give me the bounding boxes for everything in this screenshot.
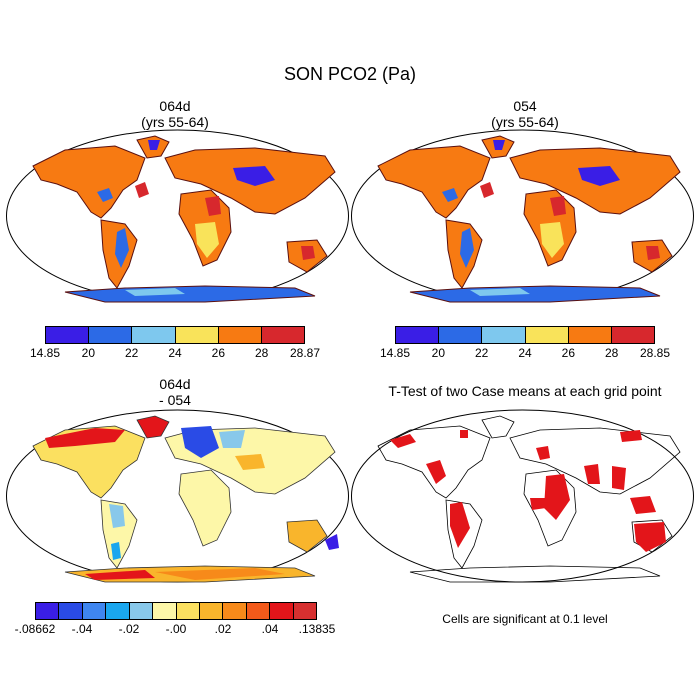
colorbar-swatch: [396, 327, 440, 343]
colorbar-tick-label: -.00: [165, 622, 187, 636]
colorbar-tick-label: 20: [81, 346, 96, 360]
regional-highlights-case1: [97, 140, 315, 296]
colorbar-swatch: [175, 327, 219, 343]
panel-title-diff-line2: - 054: [159, 392, 191, 408]
colorbar-tick-label: 28: [254, 346, 269, 360]
colorbar-tick-label: 28: [604, 346, 619, 360]
panel-title-case2: 054 (yrs 55-64): [430, 98, 620, 130]
panel-title-case1-line2: (yrs 55-64): [141, 114, 209, 130]
colorbar-tick-label: 14.85: [379, 346, 411, 360]
colorbar-swatch: [176, 603, 200, 619]
colorbar-diff: [35, 602, 317, 620]
colorbar-tick-label: .04: [261, 622, 279, 636]
colorbar-swatch: [129, 603, 154, 619]
colorbar-tick-label: -.08662: [14, 622, 56, 636]
panel-title-case2-line1: 054: [513, 98, 537, 114]
colorbar-swatch: [293, 603, 317, 619]
panel-title-case1: 064d (yrs 55-64): [80, 98, 270, 130]
colorbar-case2: [395, 326, 655, 344]
colorbar-swatch: [223, 603, 247, 619]
colorbar-swatch: [218, 327, 262, 343]
colorbar-tick-label: 26: [211, 346, 226, 360]
colorbar-tick-label: 28.85: [639, 346, 671, 360]
colorbar-tick-label: 24: [168, 346, 182, 360]
colorbar-swatch: [132, 327, 176, 343]
panel-title-case2-line2: (yrs 55-64): [491, 114, 559, 130]
colorbar-tick-label: .02: [214, 622, 232, 636]
panel-title-case1-line1: 064d: [159, 98, 191, 114]
colorbar-swatch: [199, 603, 224, 619]
colorbar-tick-label: .13835: [298, 622, 336, 636]
map-case2: [351, 129, 694, 303]
panel-title-diff: 064d - 054: [80, 376, 270, 408]
regional-highlights-case2: [442, 140, 660, 296]
regional-highlights-diff: [45, 426, 339, 580]
colorbar-swatch: [106, 603, 130, 619]
colorbar-swatch: [568, 327, 612, 343]
colorbar-case1: [45, 326, 305, 344]
colorbar-swatch: [59, 603, 83, 619]
map-diff: [6, 409, 349, 583]
colorbar-swatch: [89, 327, 133, 343]
significant-cells: [390, 430, 666, 552]
map-case1: [6, 129, 349, 303]
colorbar-tick-label: 26: [561, 346, 576, 360]
colorbar-tick-label: 22: [474, 346, 489, 360]
colorbar-tick-label: 14.85: [29, 346, 61, 360]
colorbar-swatch: [525, 327, 569, 343]
colorbar-tick-label: -.04: [71, 622, 93, 636]
colorbar-swatch: [246, 603, 271, 619]
colorbar-tick-label: -.02: [118, 622, 140, 636]
panel-title-ttest: T-Test of two Case means at each grid po…: [388, 383, 662, 399]
colorbar-swatch: [153, 603, 177, 619]
map-ttest: [351, 409, 694, 583]
colorbar-swatch: [82, 603, 107, 619]
colorbar-swatch: [439, 327, 483, 343]
colorbar-tick-label: 28.87: [289, 346, 321, 360]
colorbar-swatch: [270, 603, 294, 619]
colorbar-swatch: [482, 327, 526, 343]
colorbar-swatch: [46, 327, 90, 343]
main-title: SON PCO2 (Pa): [283, 64, 417, 84]
colorbar-swatch: [36, 603, 60, 619]
colorbar-swatch: [261, 327, 305, 343]
colorbar-swatch: [611, 327, 655, 343]
colorbar-tick-label: 24: [518, 346, 532, 360]
colorbar-tick-label: 22: [124, 346, 139, 360]
colorbar-tick-label: 20: [431, 346, 446, 360]
panel-title-diff-line1: 064d: [159, 376, 191, 392]
significance-note: Cells are significant at 0.1 level: [442, 612, 608, 626]
